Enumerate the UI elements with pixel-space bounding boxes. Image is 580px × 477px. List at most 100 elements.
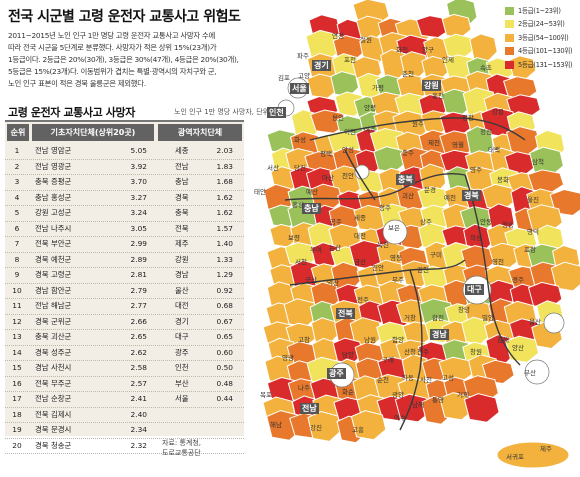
legend-label: 5등급(131~153위) xyxy=(518,60,573,69)
map-label-uiseong: 의성 xyxy=(470,234,482,242)
map-label-sejong: 세종 xyxy=(354,214,366,222)
metro-value-cell: 1.62 xyxy=(216,192,233,202)
municipality-value-cell: 2.99 xyxy=(130,239,147,248)
rank-cell: 11 xyxy=(12,301,22,310)
municipality-name-cell: 충북 괴산군 xyxy=(35,332,72,341)
map-label-daegu: 대구 xyxy=(465,284,484,295)
legend-label: 4등급(101~130위) xyxy=(518,47,573,56)
map-label-namwon: 남원 xyxy=(364,336,376,344)
map-label-jeonbuk: 전북 xyxy=(336,308,355,319)
map-label-yesan: 예산 xyxy=(306,188,318,196)
page-title: 전국 시군별 고령 운전자 교통사고 위험도 xyxy=(8,9,241,25)
legend-item: 2등급(24~53위) xyxy=(505,18,580,31)
map-label-hwacheon: 화천 xyxy=(396,46,408,54)
map-label-gyeongnam: 경남 xyxy=(430,329,449,340)
map-label-yanggu: 양구 xyxy=(422,46,434,54)
table-row: 15 경남 사천시 2.58 인천 0.50 xyxy=(5,361,244,377)
table-row: 4 충남 홍성군 3.27 경북 1.62 xyxy=(5,191,244,206)
metro-value-cell: 0.92 xyxy=(216,285,233,295)
municipality-value-cell: 2.58 xyxy=(130,363,147,372)
rank-cell: 6 xyxy=(14,223,20,233)
map-label-seosan: 서산 xyxy=(267,164,279,172)
table-body: 1 전남 영암군 5.05 세종 2.03 2 전남 영광군 3.92 전남 1.83 3 충북 증평… xyxy=(5,144,244,454)
basic-municipality-header: 기초자치단체(상위20곳) xyxy=(32,124,154,141)
metro-value-cell: 1.57 xyxy=(216,223,233,233)
jeju-island xyxy=(496,441,570,469)
metro-name-cell: 충북 xyxy=(175,208,189,217)
map-label-jinan: 진안 xyxy=(372,264,384,272)
map-label-tongyeong: 통영 xyxy=(432,396,444,404)
map-label-gochang: 고창 xyxy=(298,336,310,344)
municipality-value-cell: 2.79 xyxy=(130,285,147,295)
map-label-daejeon: 대전 xyxy=(354,232,366,240)
legend-item: 1등급(1~23위) xyxy=(505,5,580,18)
region-cell xyxy=(441,13,472,39)
metro-name-cell: 세종 xyxy=(175,146,189,155)
map-label-pyeongtaek: 평택 xyxy=(320,150,332,158)
municipality-value-cell: 2.81 xyxy=(130,270,147,279)
metro-name-cell: 울산 xyxy=(175,285,189,295)
korea-risk-map xyxy=(262,0,580,469)
table-row: 20 경북 청송군 2.32 xyxy=(5,439,244,454)
map-label-geoje: 거제 xyxy=(457,391,469,399)
metro-municipality-header: 광역자치단체 xyxy=(158,124,242,141)
legend-label: 3등급(54~100위) xyxy=(518,33,569,42)
map-label-anseong: 안성 xyxy=(342,146,354,154)
legend-swatch xyxy=(505,60,514,69)
source-line: 도로교통공단 xyxy=(162,449,201,457)
municipality-value-cell: 2.89 xyxy=(130,254,147,264)
metro-value-cell: 1.29 xyxy=(216,270,233,279)
legend-item: 5등급(131~153위) xyxy=(505,59,580,72)
map-label-nonsan: 논산 xyxy=(329,244,341,252)
legend-swatch xyxy=(505,20,514,29)
map-label-geumsan: 금산 xyxy=(354,258,366,266)
rank-cell: 9 xyxy=(14,270,20,279)
map-label-sokcho: 속초 xyxy=(480,64,492,72)
municipality-name-cell: 전북 부안군 xyxy=(35,239,72,248)
map-label-gyeongju: 경주 xyxy=(512,276,524,284)
municipality-name-cell: 전남 나주시 xyxy=(35,223,72,233)
map-label-gyeongbuk: 경북 xyxy=(462,190,481,201)
municipality-value-cell: 2.34 xyxy=(130,425,147,434)
table-row: 14 경북 성주군 2.62 광주 0.60 xyxy=(5,346,244,361)
map-label-taebaek: 태백 xyxy=(488,146,500,154)
map-label-yangsan: 양산 xyxy=(512,344,524,352)
map-label-inje: 인제 xyxy=(442,56,454,64)
region-cell xyxy=(373,146,407,173)
map-label-gwangju: 광주 xyxy=(327,368,346,379)
municipality-value-cell: 2.65 xyxy=(130,332,147,341)
rank-cell: 10 xyxy=(12,285,22,295)
map-label-cheorwon: 철원 xyxy=(360,36,372,44)
municipality-value-cell: 3.05 xyxy=(130,223,147,233)
municipality-value-cell: 2.77 xyxy=(130,301,147,310)
province-border xyxy=(344,149,376,201)
map-label-sangju: 상주 xyxy=(420,218,432,226)
map-label-yecheon: 예천 xyxy=(444,194,456,202)
metro-value-cell: 0.48 xyxy=(216,378,233,388)
source-note: 자료: 통계청, 도로교통공단 xyxy=(162,438,201,458)
municipality-name-cell: 경북 고령군 xyxy=(35,270,72,279)
map-label-icheon: 이천 xyxy=(344,128,356,136)
map-label-goesan: 괴산 xyxy=(402,192,414,200)
rank-cell: 3 xyxy=(14,177,20,186)
map-label-namhae: 남해 xyxy=(412,401,424,409)
map-label-hwasun: 화순 xyxy=(342,388,354,396)
legend-swatch xyxy=(505,33,514,42)
map-label-seogwipo: 서귀포 xyxy=(506,453,524,461)
map-label-pohang: 포항 xyxy=(524,246,536,254)
municipality-value-cell: 2.41 xyxy=(130,394,147,403)
map-label-dangjin: 당진 xyxy=(294,164,306,172)
map-label-okcheon: 옥천 xyxy=(377,241,389,249)
description-line: 5등급은 15%(23개)다. 이동범위가 겹치는 특별·광역시의 자치구와 군… xyxy=(8,67,217,76)
map-label-changnyeong: 창녕 xyxy=(458,306,470,314)
metro-name-cell: 경남 xyxy=(175,270,189,279)
municipality-name-cell: 전남 해남군 xyxy=(35,301,72,310)
metro-value-cell: 1.68 xyxy=(216,177,233,186)
province-border xyxy=(284,173,466,201)
table-row: 7 전북 부안군 2.99 제주 1.40 xyxy=(5,237,244,253)
map-label-jeonju: 전주 xyxy=(357,296,369,304)
map-label-uljin: 울진 xyxy=(527,196,539,204)
municipality-name-cell: 전북 무주군 xyxy=(35,378,72,388)
metro-name-cell: 전북 xyxy=(175,223,189,233)
map-label-pyeongchang: 평창 xyxy=(462,114,474,122)
